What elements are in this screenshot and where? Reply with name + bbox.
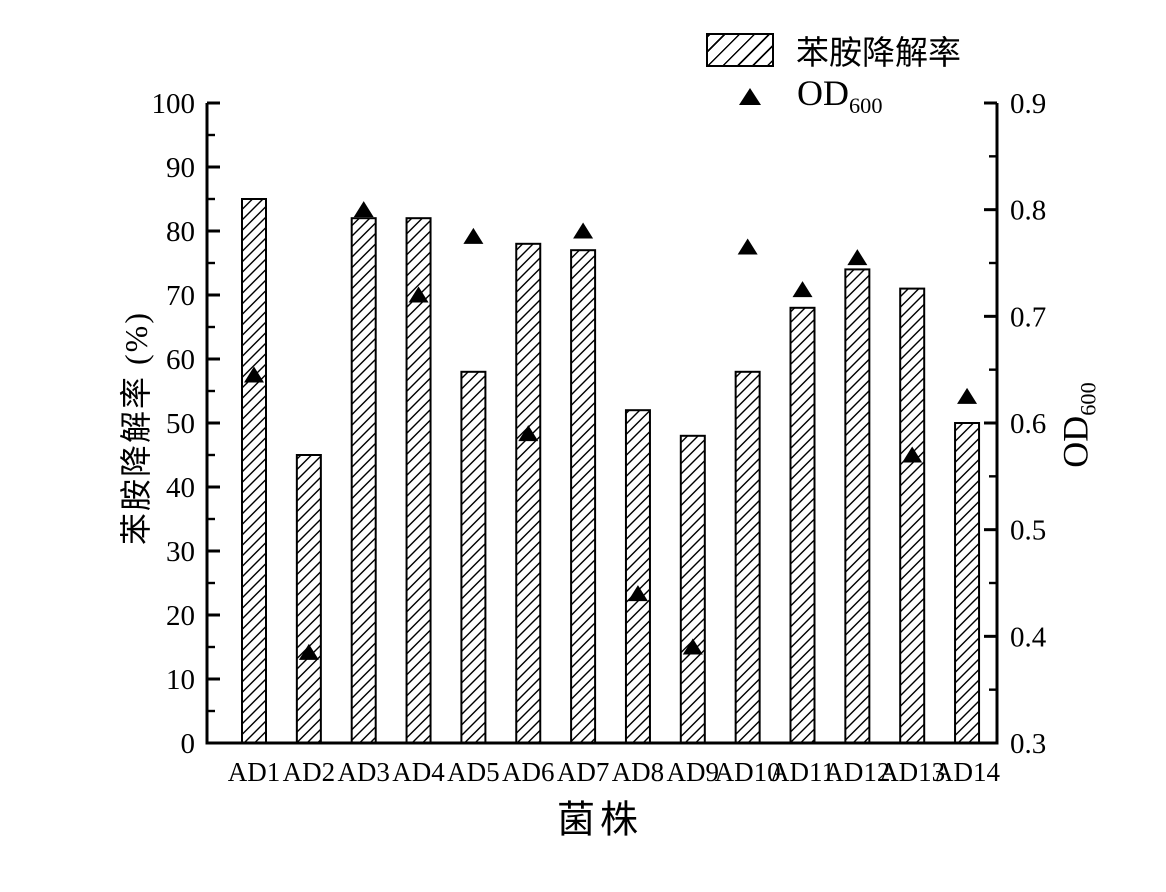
x-tick-label-AD8: AD8 bbox=[612, 757, 665, 787]
bar-AD13 bbox=[899, 287, 926, 744]
right-axis-tick-label: 0.9 bbox=[1010, 88, 1046, 120]
left-axis-tick-label: 50 bbox=[166, 408, 195, 440]
left-axis-tick-label: 20 bbox=[166, 600, 195, 632]
legend-label-od600: OD600 bbox=[797, 73, 883, 119]
bar-AD9 bbox=[679, 434, 706, 744]
right-axis-tick-label: 0.5 bbox=[1010, 515, 1046, 547]
left-axis-tick-label: 0 bbox=[181, 728, 196, 760]
right-axis-tick-label: 0.3 bbox=[1010, 728, 1046, 760]
bar-AD7 bbox=[570, 249, 597, 744]
x-tick-label-AD6: AD6 bbox=[502, 757, 555, 787]
x-tick-label-AD1: AD1 bbox=[228, 757, 281, 787]
od-marker-AD6 bbox=[518, 425, 539, 442]
od-marker-AD11 bbox=[792, 281, 813, 298]
bar-AD10 bbox=[734, 370, 761, 744]
x-tick-label-AD7: AD7 bbox=[557, 757, 610, 787]
hatched-bar-swatch-icon bbox=[706, 33, 774, 67]
bar-AD1 bbox=[241, 198, 267, 744]
x-tick-label-AD10: AD10 bbox=[715, 757, 781, 787]
x-tick-label-AD11: AD11 bbox=[770, 757, 835, 787]
od-marker-AD14 bbox=[957, 387, 978, 404]
left-axis-tick-label: 60 bbox=[166, 344, 195, 376]
x-tick-label-AD13: AD13 bbox=[879, 757, 945, 787]
bar-AD2 bbox=[295, 454, 322, 744]
left-axis-tick-label: 10 bbox=[166, 664, 195, 696]
od-marker-AD1 bbox=[244, 366, 264, 383]
bar-AD12 bbox=[844, 268, 871, 744]
x-tick-label-AD4: AD4 bbox=[392, 757, 445, 787]
x-tick-label-AD2: AD2 bbox=[283, 757, 336, 787]
right-axis-tick-label: 0.7 bbox=[1010, 301, 1046, 333]
legend-label-degradation: 苯胺降解率 bbox=[796, 36, 961, 72]
x-tick-label-AD14: AD14 bbox=[934, 757, 1000, 787]
left-axis-tick-label: 80 bbox=[166, 216, 195, 248]
bar-AD14 bbox=[954, 422, 981, 744]
right-axis-title: OD600 bbox=[1055, 382, 1101, 468]
x-tick-label-AD9: AD9 bbox=[667, 757, 720, 787]
right-axis-tick-label: 0.8 bbox=[1010, 195, 1046, 227]
legend-item-od600: OD600 bbox=[706, 73, 961, 119]
od-marker-AD9 bbox=[682, 638, 703, 655]
right-axis-tick-label: 0.4 bbox=[1010, 621, 1047, 653]
left-axis-tick-label: 40 bbox=[166, 472, 195, 504]
od-marker-AD7 bbox=[573, 222, 594, 239]
od-marker-AD13 bbox=[902, 446, 923, 463]
left-axis-title: 苯胺降解率 (%) bbox=[118, 311, 154, 545]
x-axis-title: 菌株 bbox=[556, 799, 644, 842]
bar-AD8 bbox=[624, 409, 651, 744]
od-marker-AD8 bbox=[627, 585, 648, 602]
od-marker-AD12 bbox=[847, 249, 868, 266]
x-tick-label-AD5: AD5 bbox=[447, 757, 500, 787]
legend: 苯胺降解率 OD600 bbox=[706, 30, 961, 119]
x-tick-label-AD12: AD12 bbox=[824, 757, 890, 787]
od-marker-AD5 bbox=[463, 227, 484, 244]
bar-AD3 bbox=[350, 217, 377, 744]
bar-AD6 bbox=[515, 242, 542, 745]
x-tick-label-AD3: AD3 bbox=[337, 757, 390, 787]
od-marker-AD3 bbox=[353, 201, 374, 218]
od-marker-AD2 bbox=[298, 643, 319, 660]
left-axis-tick-label: 90 bbox=[166, 152, 195, 184]
od-marker-AD10 bbox=[737, 238, 758, 255]
bar-AD5 bbox=[460, 370, 487, 744]
legend-item-degradation: 苯胺降解率 bbox=[706, 30, 961, 72]
left-axis-tick-label: 70 bbox=[166, 280, 195, 312]
triangle-marker-icon bbox=[739, 87, 761, 105]
left-axis-tick-label: 30 bbox=[166, 536, 195, 568]
bar-AD4 bbox=[405, 217, 432, 744]
bar-AD11 bbox=[789, 306, 816, 744]
od-marker-AD4 bbox=[408, 286, 429, 303]
right-axis-tick-label: 0.6 bbox=[1010, 408, 1046, 440]
left-axis-tick-label: 100 bbox=[152, 88, 196, 120]
